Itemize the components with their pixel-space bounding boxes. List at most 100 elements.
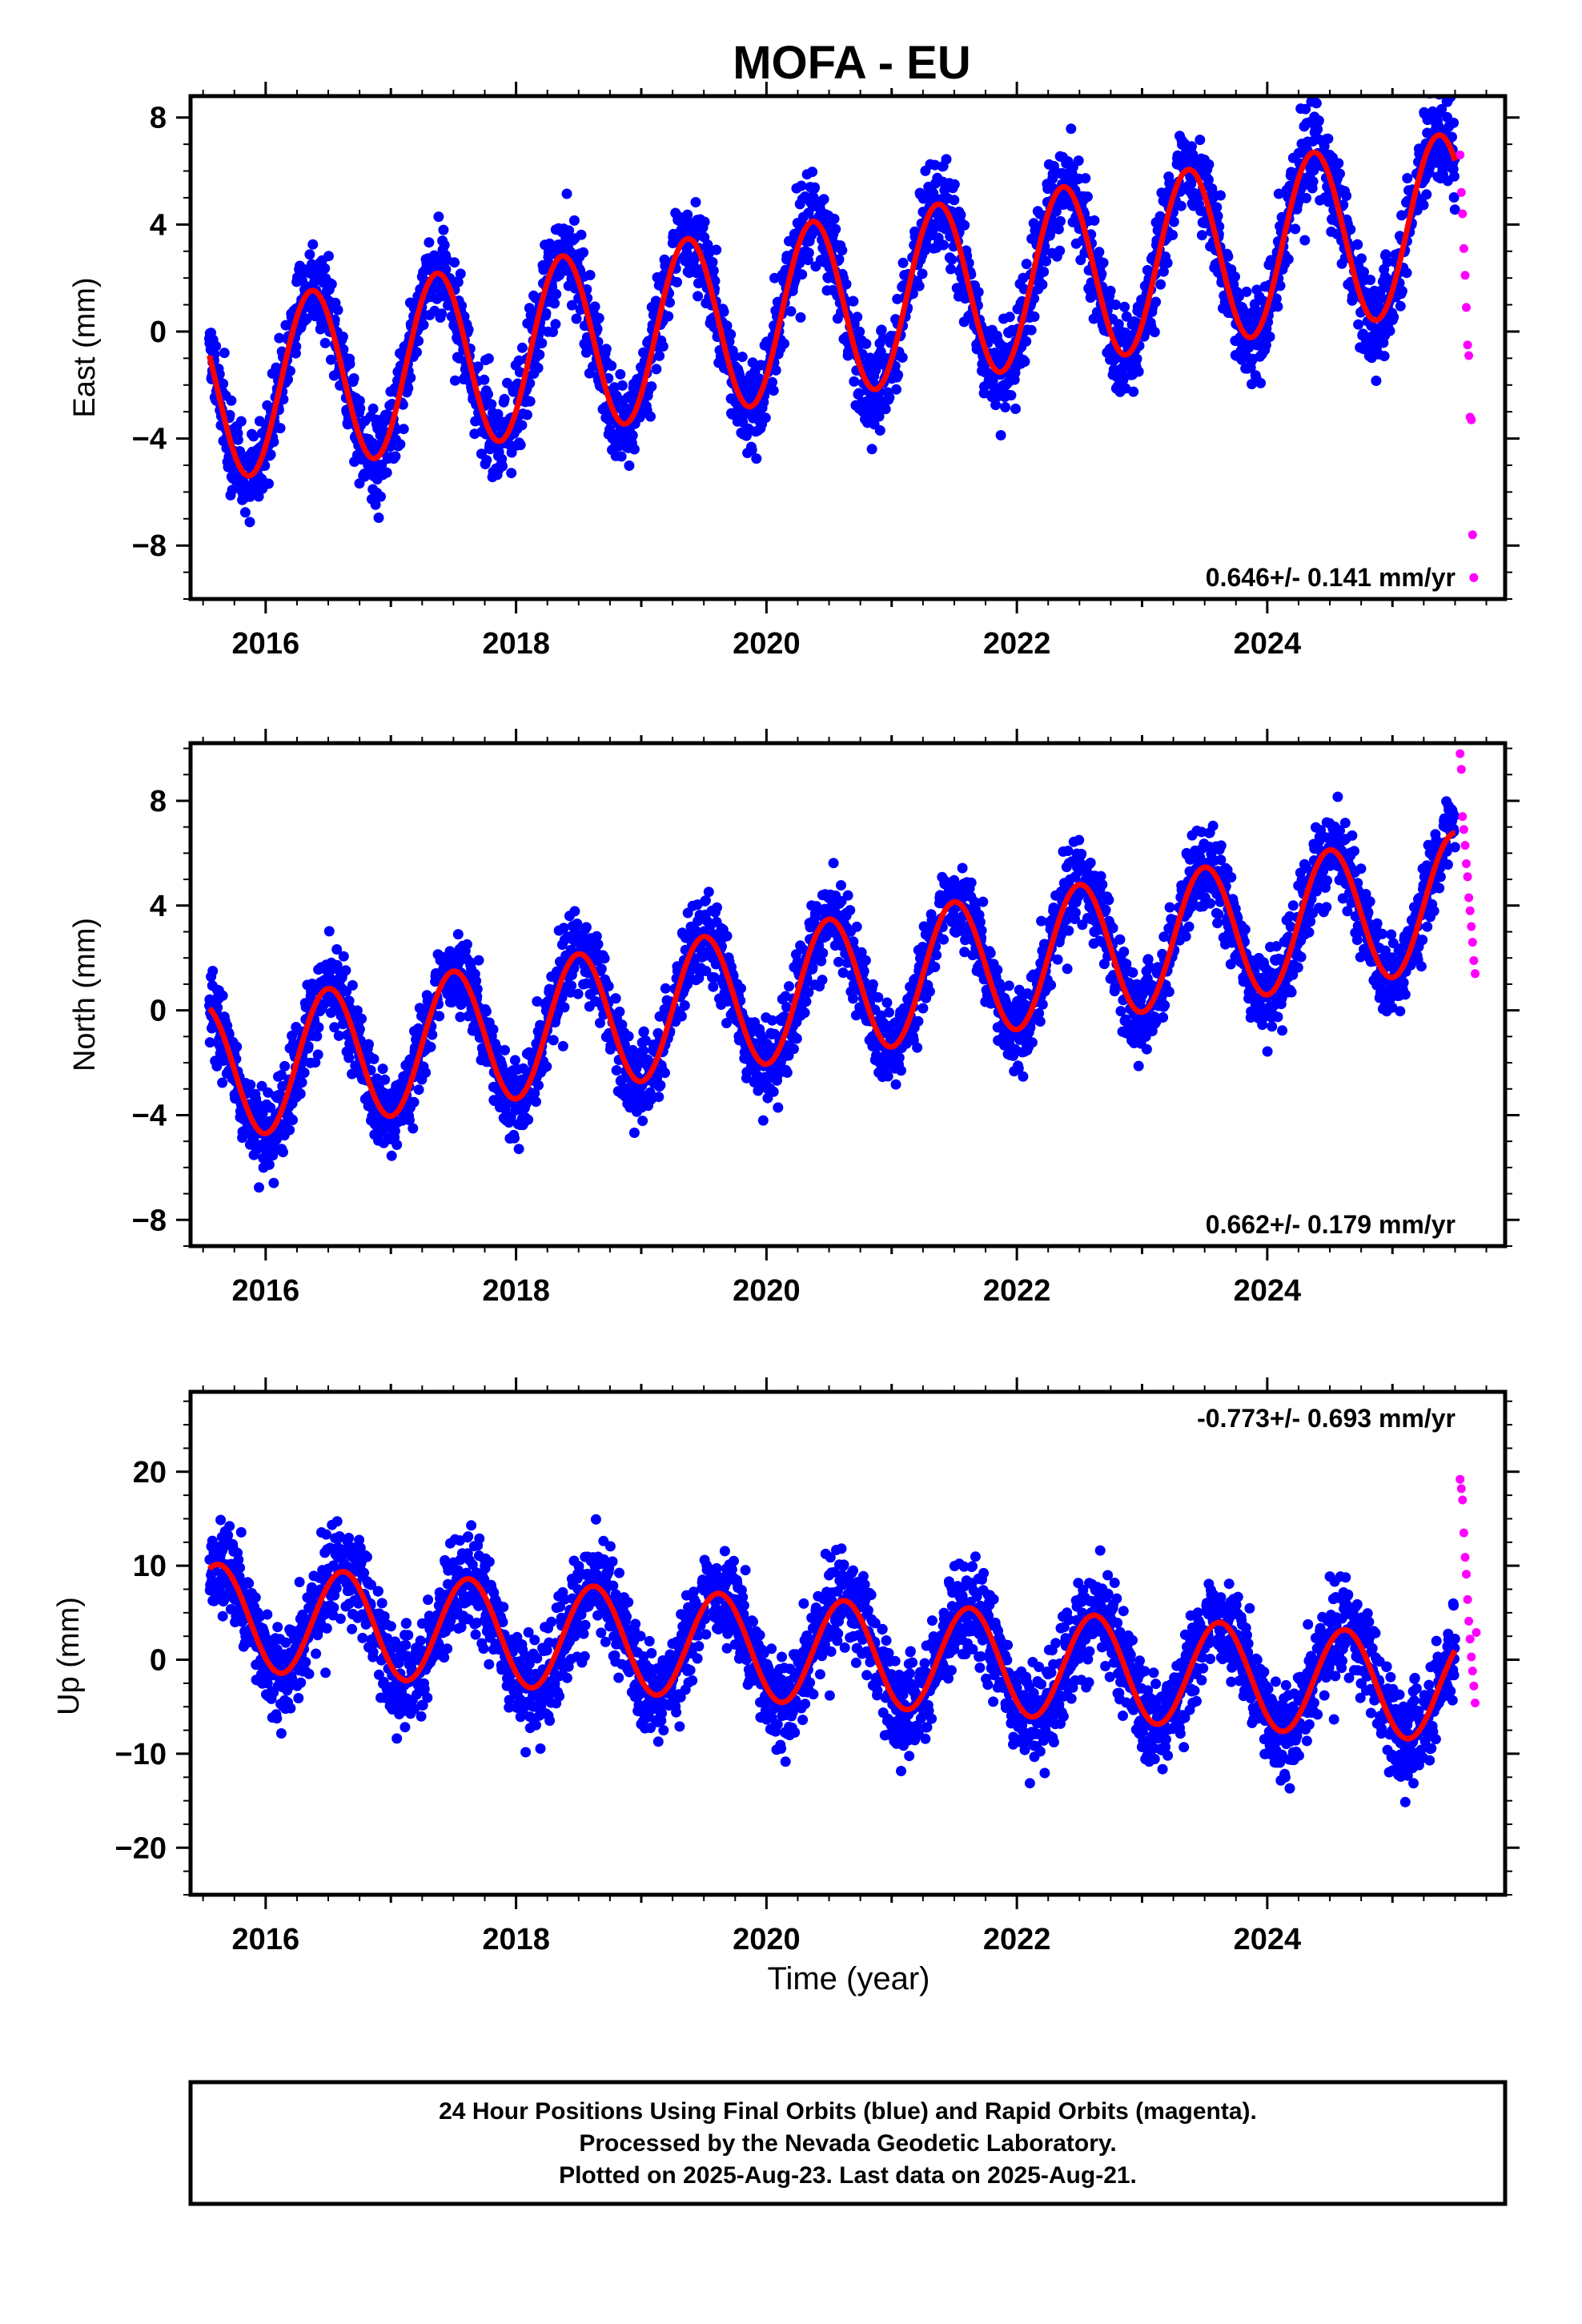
north-final-point <box>559 1002 570 1013</box>
east-final-point <box>1448 192 1460 203</box>
east-final-point <box>1449 204 1460 215</box>
north-final-point <box>523 1114 534 1125</box>
north-final-point <box>331 959 343 971</box>
east-final-point <box>1029 311 1040 322</box>
north-final-point <box>660 983 671 994</box>
north-final-point <box>842 890 853 901</box>
east-final-point <box>524 378 536 389</box>
north-final-point <box>616 1019 628 1031</box>
north-final-point <box>207 966 219 976</box>
east-final-point <box>235 416 247 427</box>
north-final-point <box>287 1115 298 1125</box>
east-final-point <box>248 431 259 442</box>
east-final-point <box>412 347 422 358</box>
east-final-point <box>624 460 635 471</box>
east-final-point <box>1155 279 1166 290</box>
east-final-point <box>760 412 771 424</box>
east-final-point <box>1004 312 1015 323</box>
east-final-point <box>1379 351 1390 362</box>
east-final-point <box>995 430 1006 440</box>
east-final-point <box>550 319 561 330</box>
east-final-point <box>880 404 891 415</box>
east-final-point <box>1395 300 1406 312</box>
east-final-point <box>616 451 627 462</box>
east-final-point <box>1396 210 1407 221</box>
north-final-point <box>427 1029 438 1040</box>
east-final-point <box>1402 173 1413 183</box>
north-final-point <box>480 1006 492 1017</box>
north-final-point <box>637 1116 648 1127</box>
north-final-point <box>529 1088 540 1099</box>
east-final-point <box>949 179 960 190</box>
north-final-point <box>312 1049 323 1060</box>
east-final-point <box>917 268 928 279</box>
north-final-point <box>253 1100 264 1111</box>
east-final-point <box>593 312 604 324</box>
north-final-point <box>628 1128 640 1138</box>
east-final-point <box>693 291 704 302</box>
east-final-point <box>606 360 617 372</box>
east-final-point <box>1353 319 1364 330</box>
east-rapid-point <box>1468 530 1477 540</box>
east-final-point <box>718 306 729 317</box>
north-final-point <box>245 1080 256 1091</box>
north-final-point <box>532 996 543 1007</box>
east-final-point <box>1255 377 1267 388</box>
east-final-point <box>413 336 424 347</box>
east-final-point <box>405 372 416 384</box>
east-final-point <box>1203 159 1215 170</box>
east-rate-label: 0.646+/- 0.141 mm/yr <box>1206 563 1456 592</box>
east-final-point <box>1384 325 1395 336</box>
east-final-point <box>1195 135 1206 146</box>
east-final-point <box>767 376 777 388</box>
north-final-point <box>275 1069 287 1080</box>
north-final-point <box>591 931 602 942</box>
north-final-point <box>488 1024 499 1035</box>
north-final-point <box>611 1065 622 1076</box>
north-final-point <box>736 983 746 994</box>
east-final-point <box>381 467 392 478</box>
east-final-point <box>370 499 381 510</box>
east-final-point <box>1275 280 1286 292</box>
north-final-point <box>836 880 846 891</box>
east-final-point <box>1000 402 1011 412</box>
east-final-point <box>737 352 748 363</box>
north-final-point <box>784 981 794 992</box>
east-final-point <box>564 225 575 236</box>
east-final-point <box>1234 291 1245 302</box>
east-final-point <box>218 378 229 389</box>
east-final-point <box>354 396 365 406</box>
east-final-point <box>973 287 984 298</box>
east-final-point <box>418 320 429 331</box>
east-final-point <box>707 256 718 267</box>
east-final-point <box>768 385 779 396</box>
east-final-point <box>949 195 960 206</box>
east-final-point <box>1037 279 1048 290</box>
east-final-point <box>1029 293 1040 304</box>
east-final-point <box>326 279 337 290</box>
north-final-point <box>296 1077 307 1088</box>
east-y-tick-label: 0 <box>150 316 167 349</box>
east-final-point <box>808 191 819 203</box>
chart-title: MOFA - EU <box>733 37 971 89</box>
north-final-point <box>557 1040 568 1051</box>
east-rapid-point <box>1458 209 1468 219</box>
east-final-point <box>516 342 528 353</box>
east-final-point <box>1271 293 1282 304</box>
east-final-point <box>699 216 710 227</box>
north-final-point <box>653 1092 665 1103</box>
east-final-point <box>627 430 638 441</box>
east-final-point <box>506 468 517 479</box>
north-final-point <box>807 962 818 973</box>
north-final-point <box>420 1067 432 1078</box>
east-final-point <box>532 363 544 373</box>
east-rapid-point <box>1467 415 1476 424</box>
east-final-point <box>803 247 814 259</box>
east-final-point <box>946 263 956 275</box>
north-final-point <box>377 1063 388 1075</box>
north-final-point <box>256 1080 267 1092</box>
north-final-point <box>279 1060 291 1072</box>
east-final-point <box>913 280 925 292</box>
north-final-point <box>363 1039 374 1050</box>
east-final-point <box>672 276 682 287</box>
